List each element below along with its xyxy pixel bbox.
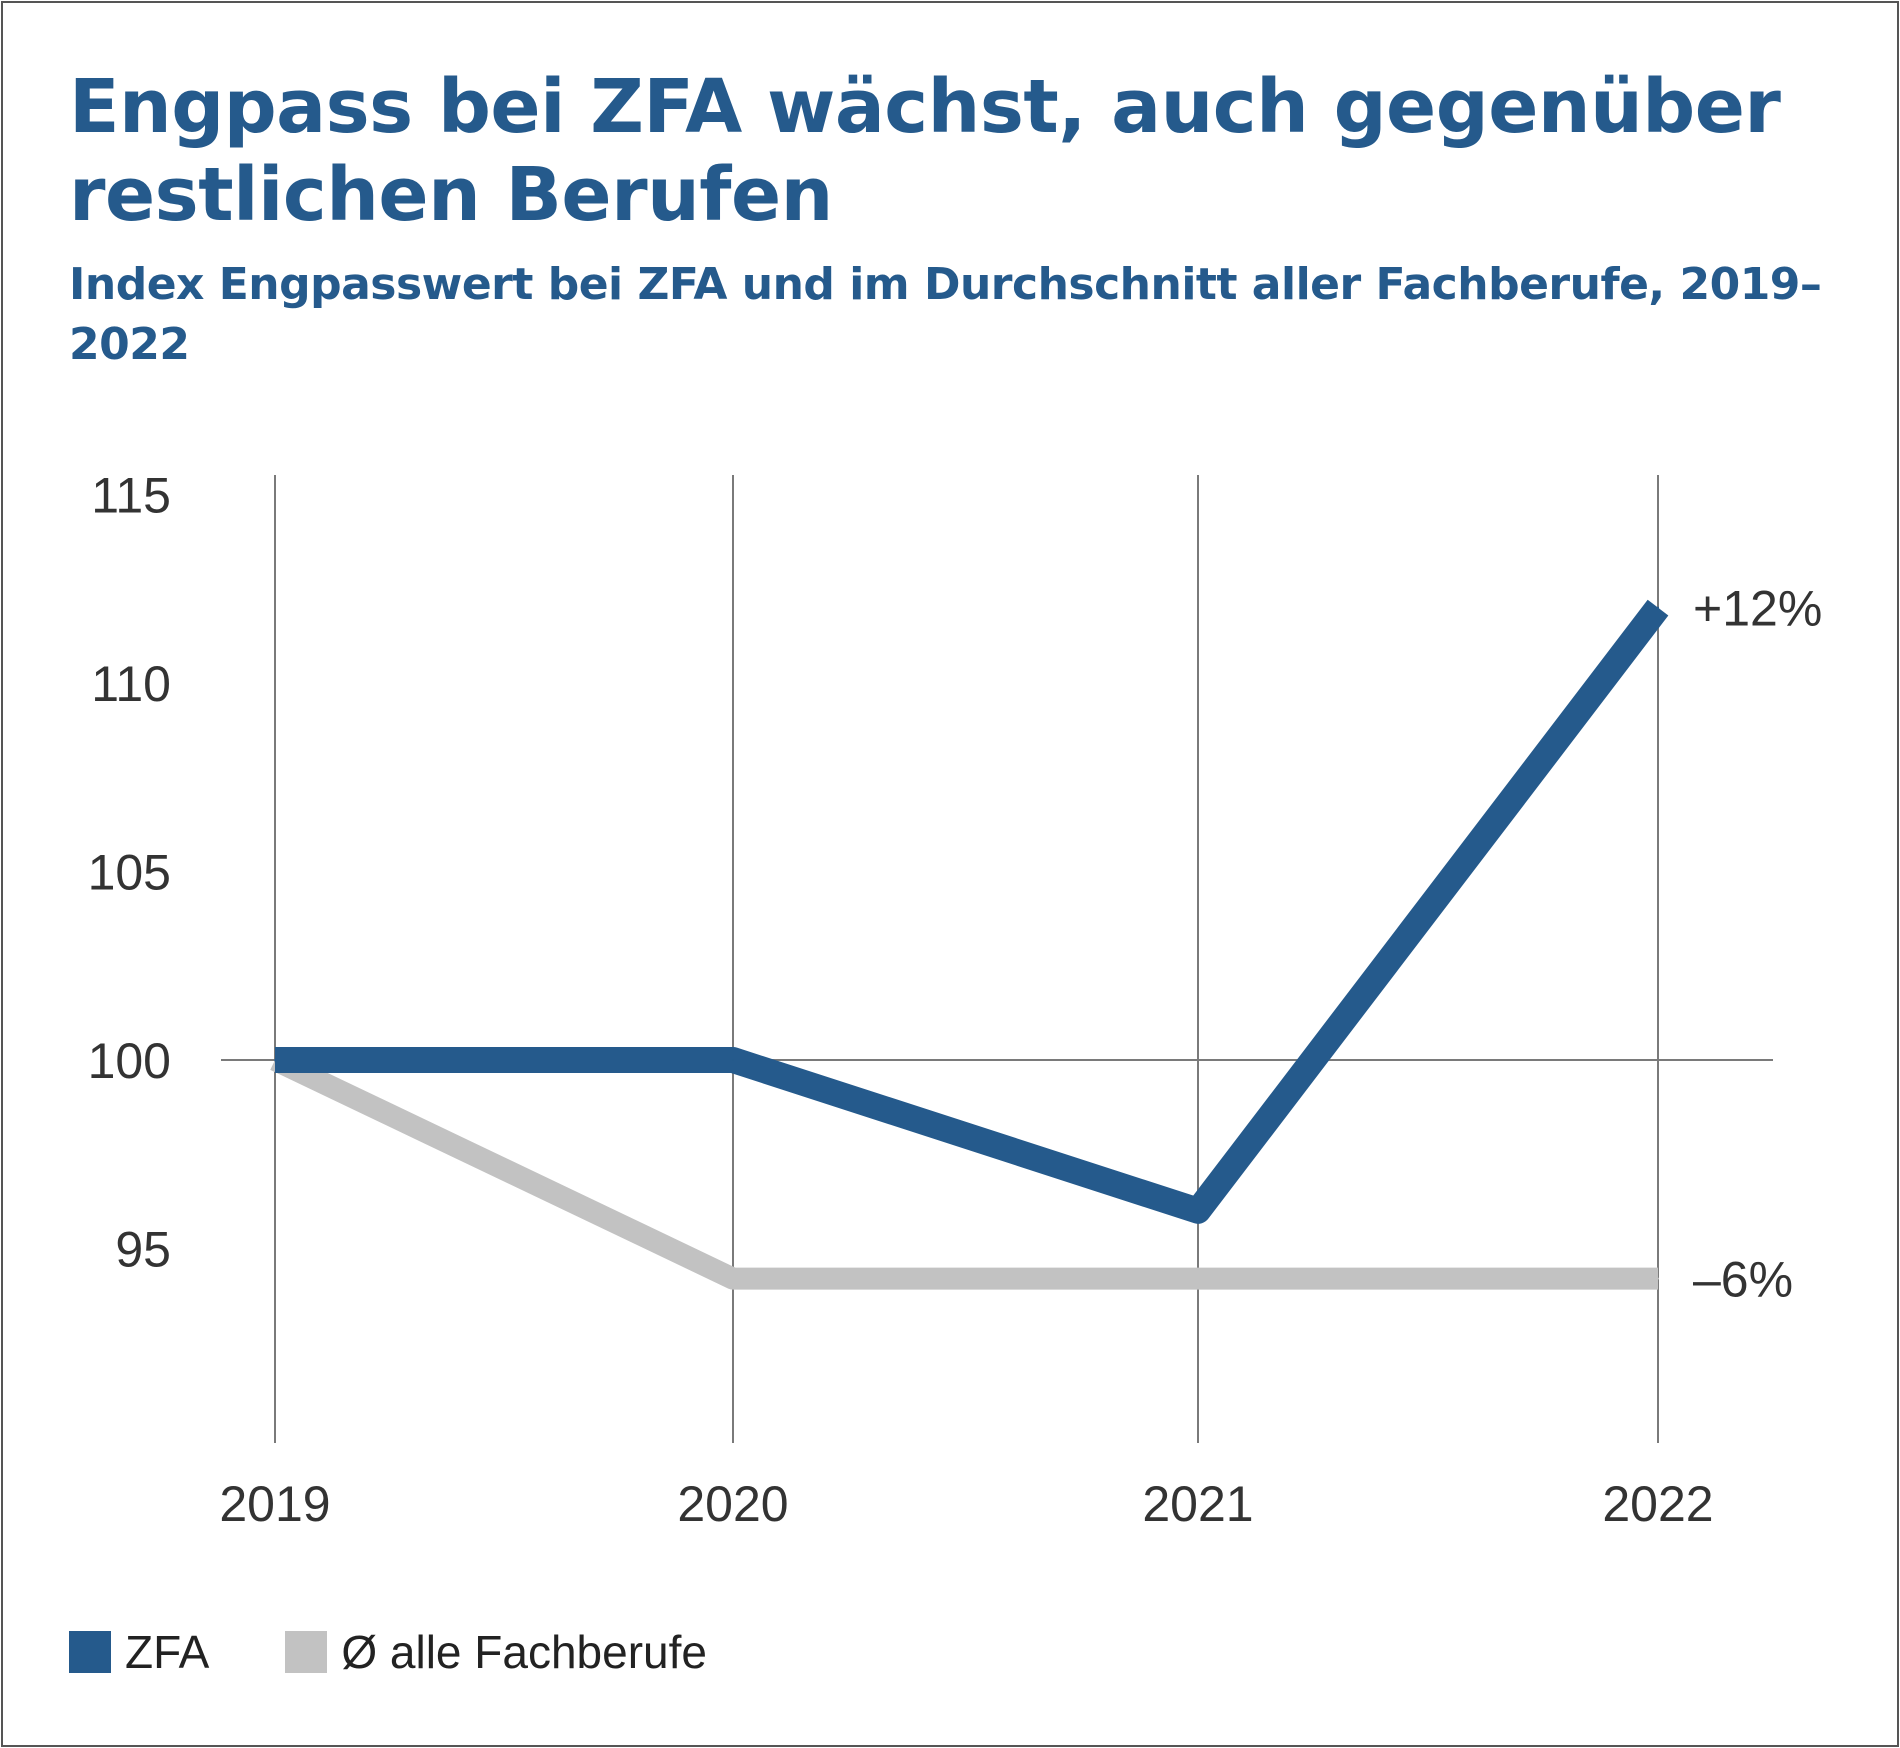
x-tick-label-2019: 2019 <box>219 1476 330 1532</box>
series-line-zfa <box>275 599 1669 1224</box>
data-point-avg-2021 <box>1197 1277 1199 1280</box>
data-point-avg-2022 <box>1657 1277 1659 1280</box>
legend-swatch-avg <box>285 1631 328 1673</box>
data-point-zfa-2021 <box>1197 1209 1199 1212</box>
label-layer: 2019 2020 2021 2022 95 100 105 110 115 –6% +12% <box>88 468 1823 1533</box>
series-layer <box>270 599 1669 1290</box>
x-tick-label-2020: 2020 <box>677 1476 788 1532</box>
y-tick-label-100: 100 <box>88 1033 171 1089</box>
data-point-zfa-2019 <box>274 1059 276 1061</box>
y-tick-label-95: 95 <box>115 1222 171 1278</box>
legend-label-avg: Ø alle Fachberufe <box>341 1626 707 1678</box>
y-tick-label-115: 115 <box>91 468 171 524</box>
legend-item-zfa: ZFA <box>69 1625 209 1679</box>
y-tick-label-110: 110 <box>91 656 171 712</box>
data-point-avg-2020 <box>732 1277 734 1280</box>
chart-title: Engpass bei ZFA wächst, auch gegenüber r… <box>69 64 1781 238</box>
grid-layer <box>221 475 1773 1443</box>
data-point-zfa-2020 <box>732 1059 734 1061</box>
series-line-avg <box>270 1050 1658 1290</box>
end-label-zfa: +12% <box>1693 581 1822 637</box>
line-chart: 2019 2020 2021 2022 95 100 105 110 115 –6% +12% <box>88 468 1823 1533</box>
legend-label-zfa: ZFA <box>125 1626 210 1678</box>
legend-swatch-zfa <box>69 1631 111 1673</box>
data-point-zfa-2022 <box>1657 606 1659 609</box>
y-tick-label-105: 105 <box>88 845 171 901</box>
x-tick-label-2022: 2022 <box>1602 1476 1713 1532</box>
chart-subtitle: Index Engpasswert bei ZFA und im Durchsc… <box>69 259 1822 370</box>
legend: ZFA Ø alle Fachberufe <box>69 1625 783 1679</box>
x-tick-label-2021: 2021 <box>1142 1476 1253 1532</box>
end-label-avg: –6% <box>1693 1252 1793 1308</box>
legend-item-avg: Ø alle Fachberufe <box>285 1625 707 1679</box>
